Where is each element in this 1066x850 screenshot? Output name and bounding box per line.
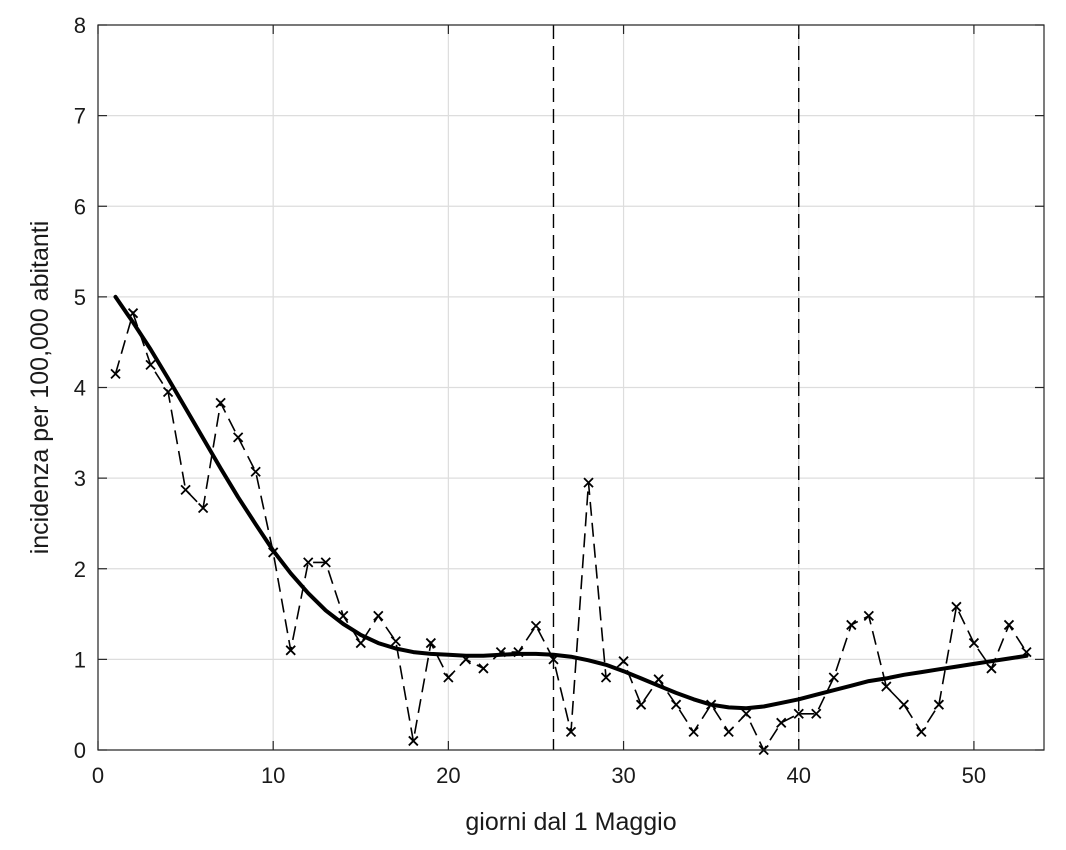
data-point-x-marker (530, 620, 542, 631)
smoothed-trend-line (113, 294, 1029, 711)
event-vertical-lines (552, 25, 800, 750)
data-point-x-marker (425, 637, 436, 649)
data-point-x-marker (565, 726, 577, 738)
data-point-x-marker (390, 636, 401, 647)
data-point-x-marker (338, 610, 349, 622)
data-point-x-marker (408, 735, 419, 747)
x-tick-label: 40 (786, 763, 810, 788)
x-tick-label: 30 (611, 763, 635, 788)
x-axis-label: giorni dal 1 Maggio (465, 808, 676, 836)
data-point-x-marker (355, 637, 366, 649)
axis-ticks: 0 10 20 30 40 50 0 1 2 3 4 5 6 7 8 (74, 13, 1044, 788)
data-point-x-marker (373, 610, 384, 622)
data-point-x-marker (618, 656, 629, 667)
data-point-x-marker (951, 601, 962, 612)
series-group (110, 294, 1032, 756)
data-point-x-marker (250, 466, 261, 477)
data-point-x-marker (776, 717, 787, 728)
data-point-x-marker (723, 726, 734, 738)
y-tick-label: 5 (74, 285, 86, 310)
data-point-x-marker (986, 663, 997, 674)
data-point-x-marker (162, 386, 174, 398)
data-point-x-marker (215, 397, 226, 409)
data-point-x-marker (1003, 619, 1015, 631)
data-point-x-marker (670, 699, 682, 710)
y-tick-label: 6 (74, 194, 86, 219)
data-point-x-marker (898, 699, 909, 710)
data-point-x-marker (688, 726, 699, 738)
data-point-x-marker (443, 672, 454, 683)
y-tick-label: 0 (74, 738, 86, 763)
data-point-x-marker (285, 645, 296, 656)
data-point-x-marker (478, 663, 489, 674)
data-point-x-marker (197, 502, 209, 514)
y-tick-label: 2 (74, 557, 86, 582)
data-point-x-marker (635, 699, 647, 710)
data-point-x-marker (811, 708, 822, 719)
data-point-x-marker (233, 432, 244, 443)
data-point-x-marker (933, 699, 945, 710)
data-point-x-marker (303, 557, 314, 568)
data-point-x-marker (828, 672, 839, 683)
data-point-x-marker (180, 484, 191, 496)
x-tick-label: 0 (92, 763, 104, 788)
x-tick-label: 20 (436, 763, 460, 788)
data-point-x-marker (863, 610, 874, 622)
data-point-x-marker (916, 726, 927, 738)
x-tick-label: 10 (261, 763, 285, 788)
data-point-x-marker (793, 708, 804, 719)
data-point-x-marker (600, 672, 612, 683)
data-point-x-marker (110, 368, 121, 380)
y-tick-label: 3 (74, 466, 86, 491)
data-point-x-marker (741, 708, 752, 719)
y-tick-label: 1 (74, 647, 86, 672)
y-axis-label: incidenza per 100,000 abitanti (26, 221, 54, 555)
data-point-x-marker (145, 359, 156, 370)
data-point-x-marker (968, 637, 980, 649)
y-tick-label: 4 (74, 376, 86, 401)
y-tick-label: 7 (74, 104, 86, 129)
data-point-x-marker (583, 477, 594, 488)
data-point-x-marker (320, 557, 331, 568)
y-tick-label: 8 (74, 13, 86, 38)
data-point-x-marker (846, 619, 857, 631)
data-point-x-marker (881, 681, 892, 692)
x-tick-label: 50 (962, 763, 986, 788)
